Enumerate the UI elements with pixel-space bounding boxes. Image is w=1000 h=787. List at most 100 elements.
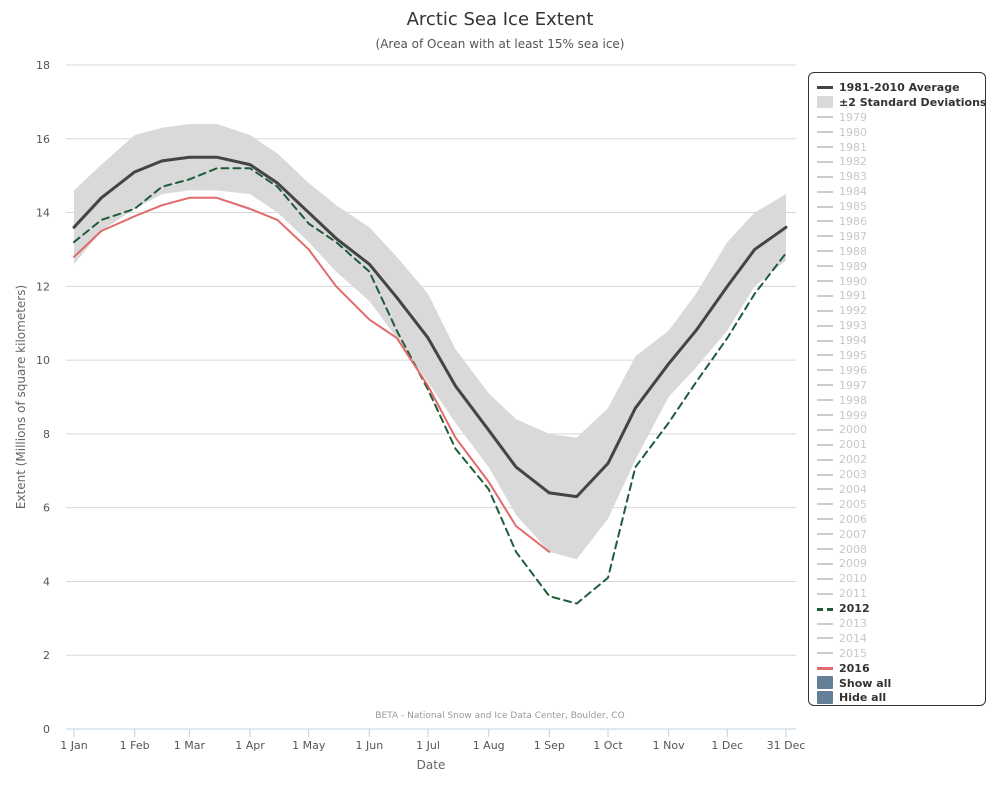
legend-item-2007[interactable]: 2007: [817, 527, 985, 542]
legend-symbol-icon: [817, 185, 833, 199]
legend-item-2000[interactable]: 2000: [817, 422, 985, 437]
legend-symbol-icon: [817, 95, 833, 109]
grid-lines: [66, 64, 796, 656]
legend-item-2014[interactable]: 2014: [817, 631, 985, 646]
legend-item-2002[interactable]: 2002: [817, 452, 985, 467]
x-tick-label-8: 1 Sep: [534, 739, 565, 752]
legend-symbol-icon: [817, 80, 833, 94]
legend-symbol-icon: [817, 155, 833, 169]
legend-symbol-icon: [817, 334, 833, 348]
series-2016-line: [73, 196, 551, 553]
legend-item-1979[interactable]: 1979: [817, 110, 985, 125]
legend-label: 2009: [839, 557, 867, 571]
legend-item-1989[interactable]: 1989: [817, 259, 985, 274]
legend-symbol-icon: [817, 200, 833, 214]
legend-item-2013[interactable]: 2013: [817, 616, 985, 631]
show-all-button[interactable]: Show all: [817, 676, 985, 691]
legend-label: 2004: [839, 482, 867, 496]
legend-label: 1992: [839, 304, 867, 318]
legend-label: 1991: [839, 289, 867, 303]
legend-item-1993[interactable]: 1993: [817, 318, 985, 333]
y-tick-label-10: 10: [36, 354, 50, 367]
legend-symbol-icon: [817, 646, 833, 660]
legend-symbol-icon: [817, 289, 833, 303]
legend-item-1998[interactable]: 1998: [817, 393, 985, 408]
legend-item-2008[interactable]: 2008: [817, 542, 985, 557]
legend-label: Show all: [839, 676, 892, 690]
legend-label: 1996: [839, 363, 867, 377]
legend-item-1981-2010-average[interactable]: 1981-2010 Average: [817, 80, 985, 95]
legend-item-1983[interactable]: 1983: [817, 169, 985, 184]
legend-label: 2011: [839, 587, 867, 601]
legend-item-2-standard-deviations[interactable]: ±2 Standard Deviations: [817, 95, 987, 110]
legend-item-2015[interactable]: 2015: [817, 646, 985, 661]
legend-item-2009[interactable]: 2009: [817, 557, 985, 572]
legend-symbol-icon: [817, 274, 833, 288]
y-tick-label-2: 2: [43, 649, 50, 662]
legend-label: 1981-2010 Average: [839, 80, 960, 94]
legend-symbol-icon: [817, 438, 833, 452]
credit-text: BETA - National Snow and Ice Data Center…: [375, 711, 624, 721]
y-tick-label-14: 14: [36, 207, 50, 220]
legend-symbol-icon: [817, 214, 833, 228]
legend-label: 1997: [839, 378, 867, 392]
axes: 0 2 4 6 8 10 12 14 16 18 1 Jan 1 Feb 1 Mar 1 Apr 1 May…: [36, 59, 805, 752]
legend-item-2004[interactable]: 2004: [817, 482, 985, 497]
legend-item-2003[interactable]: 2003: [817, 467, 985, 482]
legend-symbol-icon: [817, 408, 833, 422]
legend-symbol-icon: [817, 140, 833, 154]
legend-label: 2007: [839, 527, 867, 541]
legend-item-2010[interactable]: 2010: [817, 571, 985, 586]
legend-item-2005[interactable]: 2005: [817, 497, 985, 512]
legend-item-1988[interactable]: 1988: [817, 244, 985, 259]
legend-item-2006[interactable]: 2006: [817, 512, 985, 527]
legend-symbol-icon: [817, 557, 833, 571]
legend-symbol-icon: [817, 423, 833, 437]
legend-symbol-icon: [817, 497, 833, 511]
legend-label: 1999: [839, 408, 867, 422]
y-tick-label-18: 18: [36, 59, 50, 72]
legend-item-1986[interactable]: 1986: [817, 214, 985, 229]
y-tick-label-12: 12: [36, 280, 50, 293]
legend-symbol-icon: [817, 244, 833, 258]
legend-label: ±2 Standard Deviations: [839, 95, 987, 109]
legend-label: 1994: [839, 334, 867, 348]
legend-item-2011[interactable]: 2011: [817, 586, 985, 601]
legend-label: 2013: [839, 617, 867, 630]
legend-item-1992[interactable]: 1992: [817, 303, 985, 318]
series-layer: [72, 155, 788, 605]
legend-symbol-icon: [817, 527, 833, 541]
legend-item-1994[interactable]: 1994: [817, 333, 985, 348]
legend-label: 2015: [839, 646, 867, 660]
chart-title: Arctic Sea Ice Extent: [407, 9, 594, 30]
legend-symbol-icon: [817, 170, 833, 184]
legend-item-2012[interactable]: 2012: [817, 601, 985, 616]
legend-item-1990[interactable]: 1990: [817, 274, 985, 289]
legend-item-2016[interactable]: 2016: [817, 661, 985, 676]
legend-item-2001[interactable]: 2001: [817, 437, 985, 452]
legend-item-1991[interactable]: 1991: [817, 288, 985, 303]
legend-item-1997[interactable]: 1997: [817, 378, 985, 393]
legend-label: 1995: [839, 348, 867, 362]
legend-item-1981[interactable]: 1981: [817, 140, 985, 155]
x-axis-title: Date: [417, 758, 446, 772]
legend-label: 1985: [839, 200, 867, 214]
hide-all-button[interactable]: Hide all: [817, 690, 985, 706]
legend-symbol-icon: [817, 512, 833, 526]
legend-symbol-icon: [817, 304, 833, 318]
legend-item-1980[interactable]: 1980: [817, 125, 985, 140]
x-tick-label-12: 31 Dec: [767, 739, 806, 752]
legend-item-1995[interactable]: 1995: [817, 348, 985, 363]
legend-item-1987[interactable]: 1987: [817, 229, 985, 244]
legend-item-1996[interactable]: 1996: [817, 363, 985, 378]
legend-item-1999[interactable]: 1999: [817, 408, 985, 423]
button-square-icon: [817, 690, 833, 705]
legend-item-1982[interactable]: 1982: [817, 154, 985, 169]
x-tick-label-4: 1 May: [292, 739, 326, 752]
x-tick-label-9: 1 Oct: [593, 739, 623, 752]
legend-label: 2006: [839, 512, 867, 526]
legend-item-1985[interactable]: 1985: [817, 199, 985, 214]
legend-label: 2012: [839, 602, 870, 616]
legend-symbol-icon: [817, 602, 833, 616]
legend-item-1984[interactable]: 1984: [817, 184, 985, 199]
